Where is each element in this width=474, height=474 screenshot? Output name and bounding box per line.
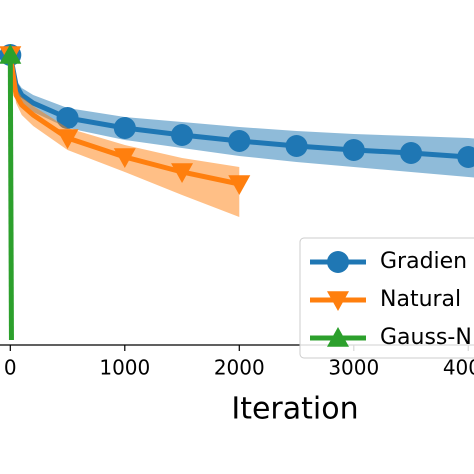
legend-label: Natural: [380, 287, 461, 312]
marker: [400, 142, 423, 164]
marker: [113, 117, 136, 139]
legend: Gradien Natural Gauss-N: [299, 237, 474, 359]
plot-area: [0, 44, 474, 341]
marker: [171, 163, 194, 183]
marker: [171, 124, 194, 146]
marker: [457, 146, 474, 168]
x-tick-label: 1000: [99, 356, 150, 380]
line: [7, 54, 14, 341]
marker: [56, 107, 79, 129]
marker: [56, 129, 79, 149]
marker: [113, 148, 136, 168]
marker: [228, 175, 251, 195]
x-tick-label: 2000: [214, 356, 265, 380]
x-tick-label: 3000: [328, 356, 379, 380]
marker: [285, 135, 308, 157]
marker: [327, 327, 349, 347]
legend-label: Gauss-N: [380, 325, 472, 350]
x-axis-label: Iteration: [231, 392, 358, 427]
marker: [228, 130, 251, 152]
marker: [0, 44, 22, 64]
legend-label: Gradien: [380, 249, 467, 274]
marker: [327, 251, 349, 273]
marker: [327, 291, 349, 311]
line: [7, 54, 240, 187]
marker: [342, 139, 365, 161]
x-tick-label: 4000: [443, 356, 474, 380]
x-tick-label: 0: [4, 356, 17, 380]
